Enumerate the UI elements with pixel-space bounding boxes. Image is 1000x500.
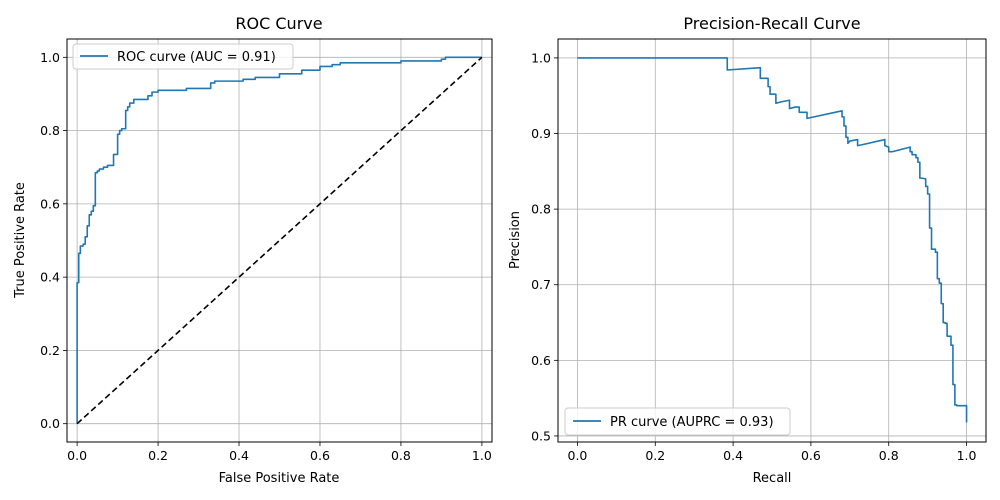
pr-title: Precision-Recall Curve: [683, 14, 860, 33]
pr-legend: PR curve (AUPRC = 0.93): [564, 407, 791, 436]
pr-ytick-label: 1.0: [531, 50, 551, 65]
roc-ticks: 0.0 0.2 0.4 0.6 0.8 1.0 0.0 0.2 0.4 0.6 0.8 1.0: [40, 50, 492, 463]
roc-xtick-label: 1.0: [472, 448, 492, 463]
pr-ytick-label: 0.6: [531, 353, 551, 368]
roc-ylabel: True Positive Rate: [13, 182, 28, 299]
roc-xtick-label: 0.8: [391, 448, 411, 463]
roc-ytick-label: 0.2: [40, 343, 60, 358]
pr-legend-label: PR curve (AUPRC = 0.93): [610, 415, 774, 430]
pr-ytick-label: 0.7: [531, 277, 551, 292]
pr-panel: Precision-Recall Curve 0.0 0.2 0.4 0.6 0.8 1.…: [508, 14, 987, 486]
pr-ytick-label: 0.9: [531, 126, 551, 141]
roc-panel: ROC Curve 0.0 0.2 0.4 0.6 0.8 1.0 0.0 0.2 0.4 0.6…: [13, 14, 493, 486]
pr-grid: [558, 39, 986, 442]
pr-legend-box: [564, 407, 791, 436]
pr-series: [577, 57, 968, 423]
roc-legend-label: ROC curve (AUC = 0.91): [117, 50, 276, 65]
roc-ytick-label: 0.0: [40, 416, 60, 431]
pr-series-line-main: [577, 57, 968, 423]
roc-xtick-label: 0.0: [67, 448, 87, 463]
pr-ticks: 0.0 0.2 0.4 0.6 0.8 1.0 0.5 0.6 0.7 0.8 0.9 1.0: [531, 50, 976, 463]
roc-ytick-label: 0.8: [40, 123, 60, 138]
roc-ytick-label: 0.6: [40, 196, 60, 211]
roc-title: ROC Curve: [235, 14, 322, 33]
roc-legend-box: [72, 43, 294, 70]
roc-legend: ROC curve (AUC = 0.91): [72, 43, 294, 70]
pr-ytick-label: 0.8: [531, 202, 551, 217]
roc-series-line-main: [76, 56, 482, 424]
roc-xlabel: False Positive Rate: [219, 471, 340, 486]
pr-xtick-label: 0.2: [645, 448, 665, 463]
roc-xtick-label: 0.4: [229, 448, 249, 463]
pr-xtick-label: 1.0: [957, 448, 977, 463]
pr-xlabel: Recall: [753, 471, 792, 486]
roc-grid: [67, 39, 492, 442]
pr-xtick-label: 0.6: [801, 448, 821, 463]
pr-ylabel: Precision: [508, 211, 523, 269]
pr-axes-frame: [557, 38, 987, 443]
roc-series-line-chance: [76, 56, 483, 425]
roc-axes-frame: [66, 38, 493, 443]
pr-xtick-label: 0.8: [879, 448, 899, 463]
roc-xtick-label: 0.2: [148, 448, 168, 463]
pr-xtick-label: 0.4: [723, 448, 743, 463]
roc-xtick-label: 0.6: [310, 448, 330, 463]
roc-series: [76, 56, 483, 425]
roc-ytick-label: 0.4: [40, 270, 60, 285]
roc-ytick-label: 1.0: [40, 50, 60, 65]
pr-ytick-label: 0.5: [531, 428, 551, 443]
pr-xtick-label: 0.0: [568, 448, 588, 463]
